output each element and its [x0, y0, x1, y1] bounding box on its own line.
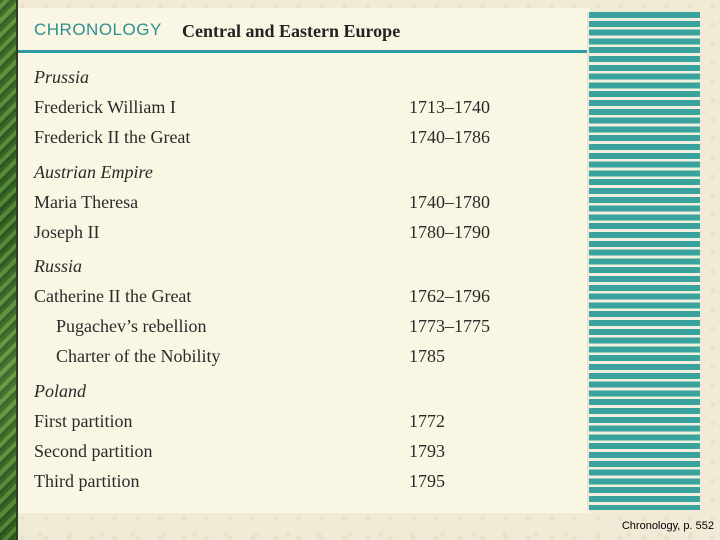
panel-header: CHRONOLOGY Central and Eastern Europe [18, 8, 590, 54]
row-date: 1762–1796 [409, 286, 490, 306]
row-label: Pugachev’s rebellion [56, 316, 207, 336]
row-date: 1772 [409, 411, 445, 431]
table-row: Second partition 1793 [18, 441, 590, 467]
row-date: 1740–1786 [409, 127, 490, 147]
table-row: Frederick II the Great 1740–1786 [18, 127, 590, 153]
row-label: Frederick William I [34, 97, 176, 117]
row-label: Maria Theresa [34, 192, 139, 212]
row-date: 1793 [409, 441, 445, 461]
slide-caption: Chronology, p. 552 [621, 520, 714, 532]
table-row: Charter of the Nobility 1785 [18, 346, 590, 372]
section-heading-label: Poland [34, 381, 86, 401]
row-date: 1713–1740 [409, 97, 490, 117]
row-date: 1773–1775 [409, 316, 490, 336]
section-heading-poland: Poland [18, 381, 590, 407]
row-label: Frederick II the Great [34, 127, 191, 147]
row-label: Third partition [34, 471, 140, 491]
decorative-side-border [0, 0, 18, 540]
row-label: Second partition [34, 441, 153, 461]
chronology-panel: CHRONOLOGY Central and Eastern Europe Pr… [18, 8, 590, 513]
section-heading-prussia: Prussia [18, 67, 590, 93]
table-row: Third partition 1795 [18, 471, 590, 497]
row-label: Charter of the Nobility [56, 346, 221, 366]
row-date: 1740–1780 [409, 192, 490, 212]
chronology-brand: CHRONOLOGY [34, 20, 162, 39]
table-row: First partition 1772 [18, 411, 590, 437]
section-heading-label: Austrian Empire [34, 162, 153, 182]
table-row: Pugachev’s rebellion 1773–1775 [18, 316, 590, 342]
table-row: Joseph II 1780–1790 [18, 222, 590, 248]
row-label: Joseph II [34, 222, 100, 242]
section-heading-label: Prussia [34, 67, 90, 87]
panel-title: Central and Eastern Europe [182, 21, 401, 41]
decorative-stripes [587, 12, 700, 510]
row-date: 1780–1790 [409, 222, 490, 242]
section-heading-label: Russia [34, 256, 83, 276]
row-label: First partition [34, 411, 133, 431]
table-row: Catherine II the Great 1762–1796 [18, 286, 590, 312]
row-label: Catherine II the Great [34, 286, 192, 306]
chronology-table: Prussia Frederick William I 1713–1740 Fr… [18, 8, 590, 513]
table-row: Maria Theresa 1740–1780 [18, 192, 590, 218]
row-date: 1785 [409, 346, 445, 366]
header-divider [18, 50, 590, 53]
row-date: 1795 [409, 471, 445, 491]
table-row: Frederick William I 1713–1740 [18, 97, 590, 123]
section-heading-austrian-empire: Austrian Empire [18, 162, 590, 188]
section-heading-russia: Russia [18, 256, 590, 282]
